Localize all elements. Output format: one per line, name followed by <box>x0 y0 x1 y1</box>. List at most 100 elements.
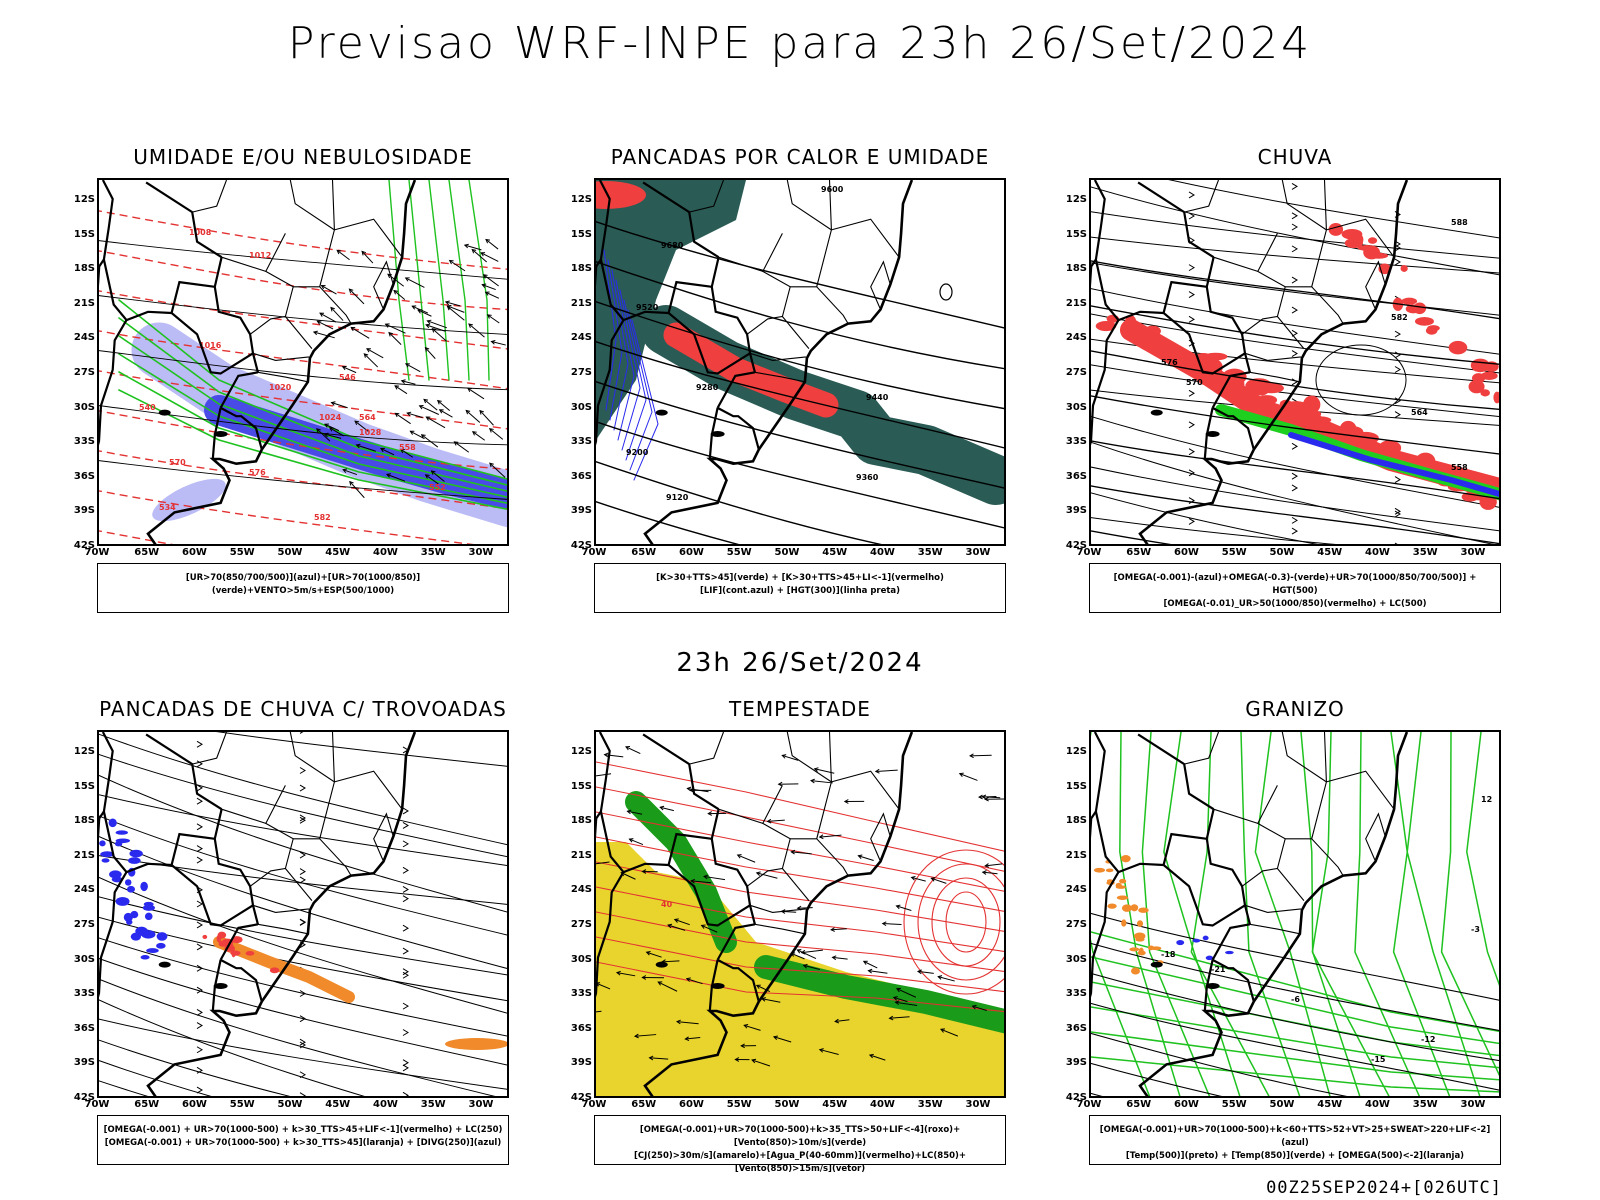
wind-vector-head <box>341 365 347 371</box>
legend-line: [OMEGA(-0.001)+UR>70(1000-500)+k>35_TTS>… <box>639 1125 961 1148</box>
country-border <box>716 923 756 961</box>
lat-tick-label: 36S <box>1065 1022 1087 1034</box>
wind-vector <box>421 434 439 448</box>
wind-vector-head <box>385 473 391 478</box>
temp850-isoline <box>1354 732 1421 1096</box>
country-border <box>170 280 254 375</box>
wind-vector <box>985 863 1003 867</box>
wind-vector-head <box>436 399 442 405</box>
lake <box>158 961 171 968</box>
wind-vector-head <box>404 277 410 282</box>
lat-tick-label: 24S <box>1065 332 1087 344</box>
hail-cell-orange <box>1129 947 1140 952</box>
lake <box>655 409 668 416</box>
isoline <box>596 300 1004 410</box>
wind-vector <box>342 366 357 374</box>
lon-tick-label: 55W <box>229 1099 255 1110</box>
state-border <box>831 218 900 258</box>
streamline-arrow <box>299 732 304 734</box>
state-border <box>749 352 806 361</box>
state-border <box>1326 218 1395 258</box>
streamline-arrow <box>299 868 306 876</box>
lat-tick-label: 18S <box>1065 815 1087 827</box>
lon-tick-label: 50W <box>1269 1099 1295 1110</box>
wind-vector-head <box>393 289 399 295</box>
wind-vector-head <box>320 285 326 290</box>
state-border <box>221 808 266 824</box>
rain-cell <box>1256 395 1278 405</box>
lat-tick-label: 15S <box>570 780 592 792</box>
lat-tick-label: 30S <box>570 953 592 965</box>
green-isoline <box>118 317 507 486</box>
contour-label: 9600 <box>821 185 844 194</box>
lat-tick-label: 12S <box>570 746 592 757</box>
streamline <box>99 876 507 1014</box>
wind-vector <box>875 769 898 772</box>
lon-tick-label: 70W <box>581 547 607 558</box>
streamline <box>1091 288 1499 355</box>
divergence-cell <box>129 849 143 858</box>
wind-vector-head <box>361 250 367 256</box>
state-border <box>334 218 403 258</box>
rain-cell <box>1378 440 1402 456</box>
lat-tick-label: 33S <box>73 988 95 1000</box>
lat-tick-label: 39S <box>570 1057 592 1069</box>
lat-tick-label: 42S <box>73 540 95 551</box>
streamline-arrow <box>402 1029 409 1036</box>
coastline <box>1091 732 1409 1096</box>
streamline-arrow <box>299 814 306 822</box>
wind-vector <box>361 251 374 264</box>
state-border <box>870 260 891 310</box>
map-panel: 1008 1012 1016 1020 1024 1028 570 576 582 564 558 5… <box>97 178 509 546</box>
country-border <box>220 958 263 1002</box>
wind-vector-head <box>740 1043 745 1049</box>
hail-cell-orange <box>1121 904 1133 912</box>
wind-vector <box>354 420 369 432</box>
streamline-arrow <box>1291 472 1298 480</box>
wind-vector <box>896 905 912 911</box>
wind-vector-head <box>834 1018 840 1024</box>
wind-vector <box>423 398 438 411</box>
green-isoline <box>408 180 430 381</box>
contour-label: 564 <box>1411 408 1428 417</box>
state-border <box>249 867 313 901</box>
country-border <box>99 256 172 322</box>
wind-vector <box>744 1024 761 1031</box>
wind-vector-head <box>867 968 873 974</box>
lat-tick-label: 12S <box>73 194 95 205</box>
country-border <box>219 371 259 409</box>
lat-tick-label: 30S <box>570 401 592 413</box>
state-border <box>762 785 791 869</box>
wind-vector-head <box>874 768 880 774</box>
lat-tick-label: 18S <box>73 263 95 275</box>
wind-vector <box>676 1021 699 1025</box>
country-border <box>1091 256 1164 322</box>
temp850-isoline <box>1311 732 1390 1096</box>
isoline <box>99 460 507 500</box>
temp850-isoline <box>1254 732 1331 1096</box>
wind-vector-head <box>685 977 691 982</box>
wind-vector <box>801 949 823 954</box>
isoline <box>596 500 739 544</box>
contour-label: 9280 <box>696 383 719 392</box>
streamline <box>99 774 507 913</box>
wind-vector <box>417 309 432 317</box>
lat-tick-label: 12S <box>73 746 95 757</box>
streamline-850 <box>917 863 1004 981</box>
streamline-arrow <box>196 1022 203 1029</box>
contour-label: 576 <box>1161 358 1178 367</box>
streamline-arrow <box>196 797 203 805</box>
wind-vector-head <box>843 799 849 804</box>
lon-tick-label: 70W <box>1076 1099 1102 1110</box>
streamline-850 <box>945 891 987 953</box>
hail-cell-orange <box>1119 878 1127 884</box>
streamline-arrow <box>1291 212 1298 220</box>
wind-vector-head <box>645 951 651 956</box>
rain-cell <box>1400 265 1408 272</box>
wind-vector-head <box>892 996 898 1001</box>
contour-ring <box>939 283 953 301</box>
rain-cell <box>1415 452 1436 471</box>
hail-cell-orange <box>1139 947 1144 955</box>
wind-vector <box>685 1037 701 1040</box>
wind-vector <box>405 363 421 373</box>
